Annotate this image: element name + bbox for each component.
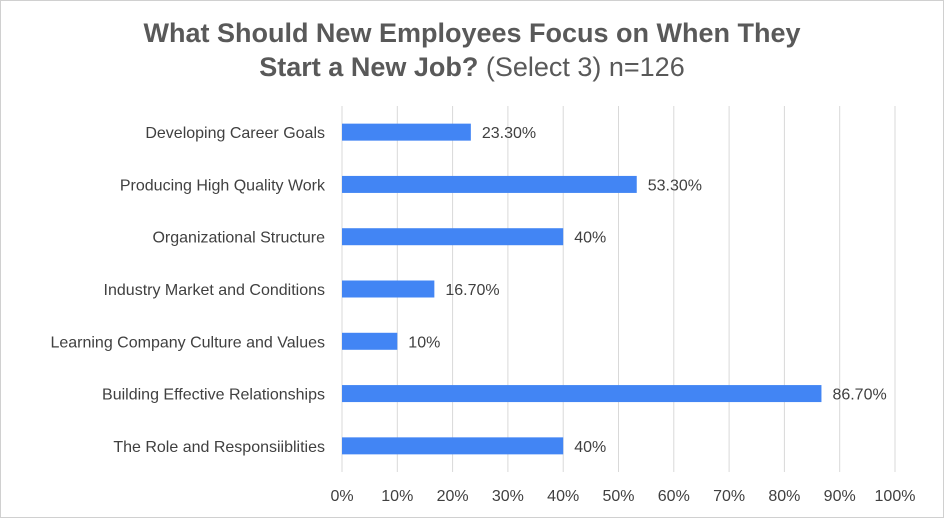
category-label: Producing High Quality Work	[120, 177, 326, 194]
x-tick-label: 40%	[547, 488, 579, 505]
x-tick-label: 0%	[330, 488, 353, 505]
data-label: 53.30%	[648, 177, 702, 194]
x-tick-label: 10%	[381, 488, 413, 505]
category-label: Building Effective Relationships	[102, 387, 325, 404]
x-tick-label: 20%	[437, 488, 469, 505]
data-label: 10%	[408, 334, 440, 351]
chart-title: What Should New Employees Focus on When …	[0, 16, 944, 84]
bar	[342, 175, 637, 193]
chart-title-line2-bold: Start a New Job?	[259, 52, 479, 82]
x-tick-label: 30%	[492, 488, 524, 505]
x-tick-label: 80%	[768, 488, 800, 505]
x-tick-label: 50%	[602, 488, 634, 505]
category-label: Organizational Structure	[152, 230, 325, 247]
data-label: 40%	[574, 439, 606, 456]
category-label: Developing Career Goals	[145, 125, 325, 142]
chart-title-line1: What Should New Employees Focus on When …	[143, 18, 801, 48]
bar	[342, 228, 564, 246]
data-label: 86.70%	[832, 387, 886, 404]
x-tick-label: 70%	[713, 488, 745, 505]
x-tick-label: 60%	[658, 488, 690, 505]
chart-title-line2: Start a New Job? (Select 3) n=126	[0, 50, 944, 84]
data-label: 16.70%	[445, 282, 499, 299]
bar	[342, 332, 398, 350]
x-tick-label: 100%	[875, 488, 916, 505]
category-label: Industry Market and Conditions	[104, 282, 325, 299]
category-label: The Role and Responsiiblities	[113, 439, 325, 456]
bar	[342, 437, 564, 455]
data-label: 23.30%	[482, 125, 536, 142]
chart-title-line2-regular: (Select 3) n=126	[485, 52, 685, 82]
data-label: 40%	[574, 230, 606, 247]
category-label: Learning Company Culture and Values	[50, 334, 325, 351]
bar	[342, 385, 822, 403]
bar	[342, 280, 435, 298]
bar	[342, 123, 471, 141]
x-tick-label: 90%	[824, 488, 856, 505]
